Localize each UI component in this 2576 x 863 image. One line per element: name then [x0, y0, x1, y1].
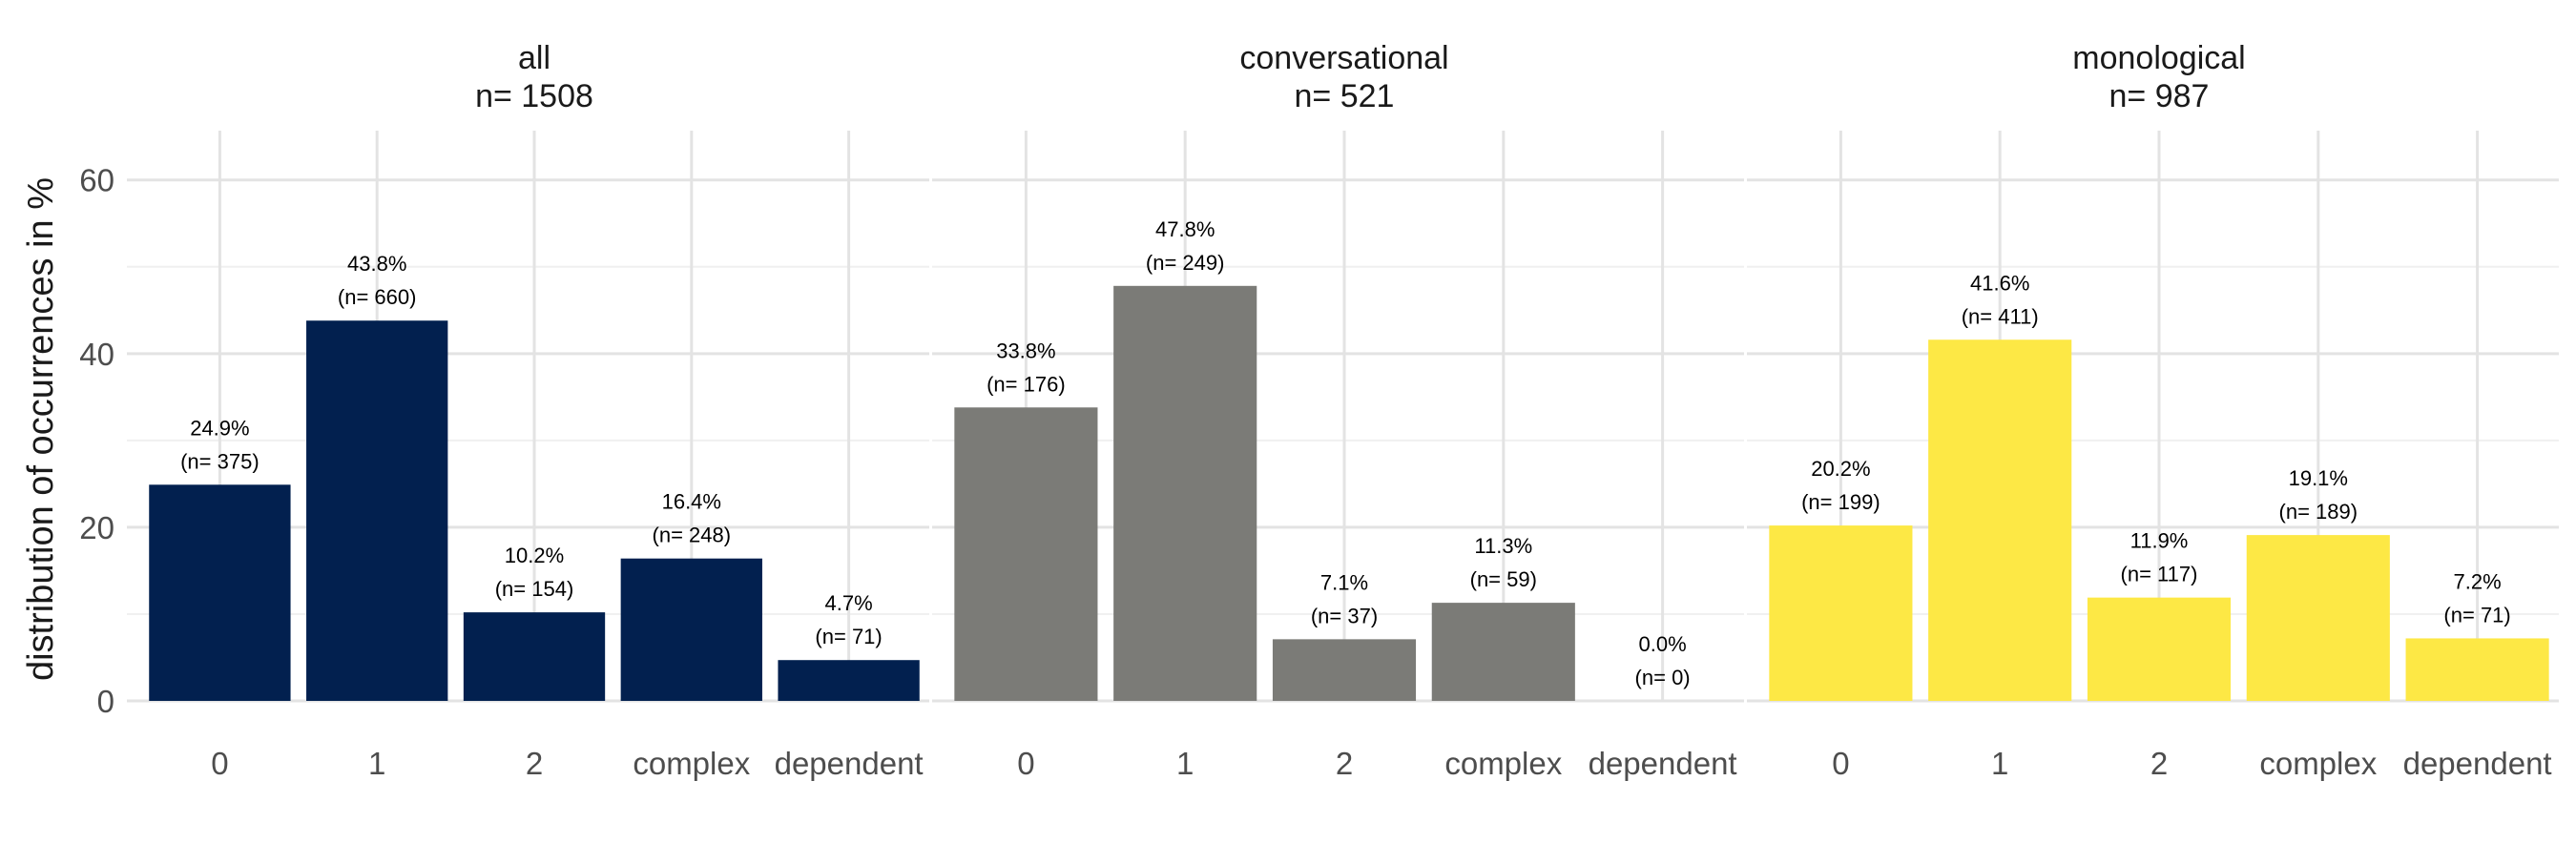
bar-percent-label: 11.9%: [2130, 529, 2189, 553]
x-tick-label: 1: [368, 746, 385, 781]
x-tick-label: complex: [633, 746, 750, 781]
bar-count-label: (n= 154): [495, 577, 574, 601]
bar-percent-label: 4.7%: [825, 591, 873, 615]
bar-1: [1928, 339, 2072, 701]
bar-2: [1272, 639, 1417, 701]
facet-title: all: [518, 40, 551, 76]
bar-complex: [1431, 603, 1575, 701]
bar-percent-label: 47.8%: [1155, 217, 1215, 241]
bar-count-label: (n= 411): [1962, 304, 2039, 328]
facet-title: monological: [2072, 40, 2245, 76]
bar-count-label: (n= 59): [1470, 567, 1537, 591]
bar-count-label: (n= 0): [1635, 666, 1691, 689]
x-tick-label: 0: [211, 746, 228, 781]
bar-percent-label: 19.1%: [2289, 466, 2348, 490]
bar-percent-label: 11.3%: [1474, 534, 1532, 558]
bar-1: [1113, 285, 1257, 701]
x-tick-label: 0: [1832, 746, 1849, 781]
x-tick-label: dependent: [2403, 746, 2552, 781]
bar-0: [1769, 525, 1913, 701]
x-tick-label: 2: [2150, 746, 2168, 781]
x-tick-label: 1: [1991, 746, 2008, 781]
x-tick-label: 2: [526, 746, 543, 781]
x-tick-label: 2: [1336, 746, 1353, 781]
bar-percent-label: 24.9%: [190, 416, 249, 440]
facet-n-label: n= 1508: [475, 78, 593, 114]
facet-n-label: n= 521: [1295, 78, 1395, 114]
bar-count-label: (n= 189): [2279, 500, 2358, 524]
bar-1: [306, 320, 448, 701]
bar-percent-label: 41.6%: [1970, 271, 2029, 295]
bar-percent-label: 7.1%: [1320, 570, 1368, 594]
bar-count-label: (n= 71): [815, 625, 882, 648]
x-tick-label: dependent: [775, 746, 924, 781]
bar-count-label: (n= 176): [987, 372, 1066, 396]
facet-n-label: n= 987: [2109, 78, 2210, 114]
bar-percent-label: 20.2%: [1811, 457, 1870, 481]
x-tick-label: complex: [2259, 746, 2377, 781]
y-tick-label: 40: [79, 337, 114, 372]
bar-0: [149, 484, 291, 701]
bar-2: [463, 612, 606, 701]
bar-0: [954, 407, 1098, 701]
facet-title: conversational: [1239, 40, 1448, 76]
bar-percent-label: 0.0%: [1639, 632, 1687, 656]
bar-count-label: (n= 248): [653, 524, 732, 547]
y-tick-label: 0: [97, 684, 114, 719]
bar-percent-label: 7.2%: [2454, 569, 2502, 593]
bar-count-label: (n= 199): [1801, 490, 1880, 514]
bar-percent-label: 43.8%: [347, 252, 406, 276]
bar-count-label: (n= 660): [338, 285, 417, 309]
bar-complex: [2246, 535, 2390, 701]
bar-percent-label: 16.4%: [662, 490, 721, 514]
y-tick-label: 20: [79, 510, 114, 545]
bar-count-label: (n= 117): [2121, 563, 2198, 586]
bar-percent-label: 33.8%: [996, 339, 1055, 362]
bar-count-label: (n= 375): [180, 449, 260, 473]
bar-complex: [620, 558, 762, 701]
y-tick-label: 60: [79, 163, 114, 198]
bar-count-label: (n= 71): [2443, 603, 2510, 627]
x-tick-label: 1: [1176, 746, 1194, 781]
x-tick-label: complex: [1444, 746, 1562, 781]
y-axis-title: distribution of occurrences in %: [21, 177, 61, 681]
bar-2: [2087, 597, 2232, 701]
bar-count-label: (n= 249): [1146, 251, 1225, 275]
x-tick-label: dependent: [1589, 746, 1737, 781]
bar-dependent: [2405, 638, 2549, 701]
bar-dependent: [778, 660, 920, 701]
bar-count-label: (n= 37): [1311, 604, 1378, 627]
x-tick-label: 0: [1017, 746, 1034, 781]
bar-percent-label: 10.2%: [505, 544, 564, 567]
